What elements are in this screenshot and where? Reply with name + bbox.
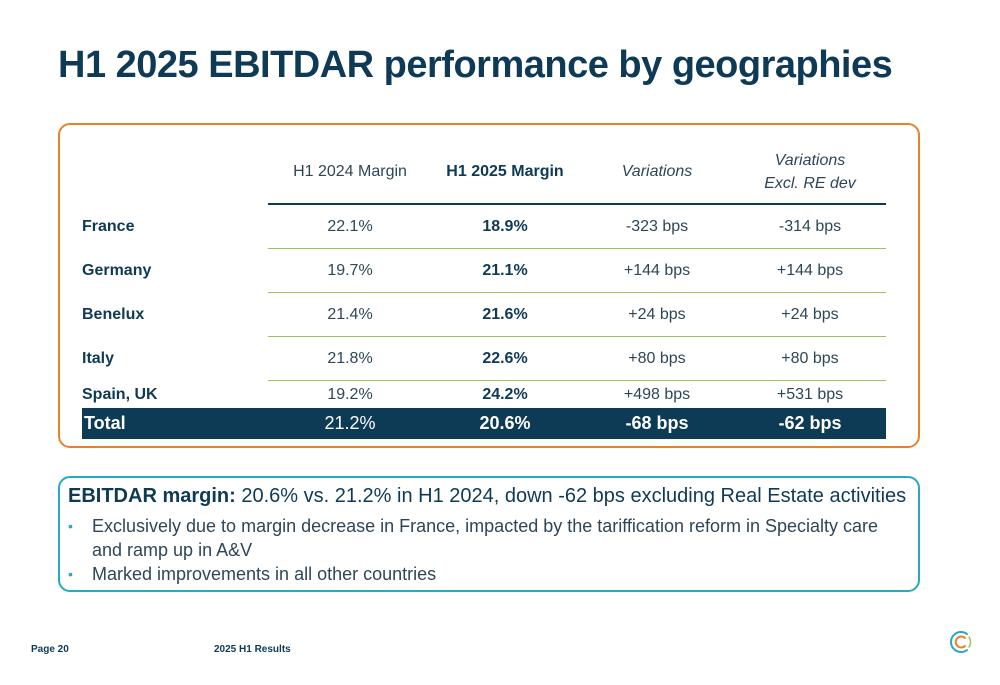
total-h1-2024: 21.2% (324, 413, 376, 433)
row-variation-excl: +531 bps (776, 386, 844, 403)
row-variation-excl: -314 bps (778, 218, 842, 235)
header-variations: Variations (621, 163, 693, 180)
row-variation: -323 bps (625, 218, 689, 235)
row-h1-2024: 19.2% (327, 386, 373, 403)
row-country: Benelux (82, 306, 145, 323)
table-row: Germany 19.7% 21.1% +144 bps +144 bps (82, 249, 886, 293)
header-h1-2024: H1 2024 Margin (293, 163, 407, 180)
row-country: France (82, 218, 135, 235)
summary-heading-bold: EBITDAR margin: (68, 485, 236, 507)
row-h1-2025: 21.1% (482, 262, 528, 279)
row-h1-2024: 21.8% (327, 350, 373, 367)
row-variation-excl: +144 bps (776, 262, 844, 279)
summary-frame (58, 476, 920, 592)
summary-bullet: • Marked improvements in all other count… (68, 562, 918, 586)
row-variation-excl: +24 bps (781, 306, 839, 323)
header-divider (268, 203, 886, 205)
row-h1-2024: 19.7% (327, 262, 373, 279)
row-separator (268, 292, 886, 293)
row-variation: +80 bps (628, 350, 686, 367)
row-separator (268, 380, 886, 381)
row-country: Germany (82, 262, 152, 279)
table-row: Italy 21.8% 22.6% +80 bps +80 bps (82, 337, 886, 381)
company-logo-icon (950, 631, 972, 653)
summary-bullet-text: Marked improvements in all other countri… (92, 564, 437, 584)
row-variation: +24 bps (628, 306, 686, 323)
total-row: Total 21.2% 20.6% -68 bps -62 bps (82, 408, 886, 439)
table-row: Benelux 21.4% 21.6% +24 bps +24 bps (82, 293, 886, 337)
page-title: H1 2025 EBITDAR performance by geographi… (58, 44, 893, 86)
bullet-dot-icon: • (68, 566, 73, 582)
summary-heading-text: 20.6% vs. 21.2% in H1 2024, down -62 bps… (235, 485, 907, 507)
row-separator (268, 336, 886, 337)
footer-page-number: Page 20 (31, 644, 69, 655)
footer-label: 2025 H1 Results (214, 644, 291, 655)
header-variations-excl-sub: Excl. RE dev (764, 175, 856, 192)
row-variation-excl: +80 bps (781, 350, 839, 367)
total-variation: -68 bps (625, 413, 689, 433)
row-h1-2024: 22.1% (327, 218, 373, 235)
margin-table-frame (58, 123, 920, 448)
summary-bullet: • Exclusively due to margin decrease in … (68, 514, 918, 562)
row-country: Spain, UK (82, 386, 158, 403)
row-h1-2024: 21.4% (327, 306, 373, 323)
bullet-dot-icon: • (68, 518, 73, 534)
table-row: France 22.1% 18.9% -323 bps -314 bps (82, 205, 886, 249)
header-variations-excl: Variations (774, 152, 846, 169)
row-h1-2025: 21.6% (482, 306, 528, 323)
row-separator (268, 248, 886, 249)
total-label: Total (84, 413, 126, 433)
row-h1-2025: 22.6% (482, 350, 528, 367)
row-variation: +498 bps (623, 386, 691, 403)
row-h1-2025: 18.9% (482, 218, 528, 235)
summary-heading: EBITDAR margin: 20.6% vs. 21.2% in H1 20… (68, 485, 906, 508)
row-variation: +144 bps (623, 262, 691, 279)
total-h1-2025: 20.6% (479, 413, 531, 433)
summary-bullet-text: Exclusively due to margin decrease in Fr… (92, 516, 879, 560)
total-variation-excl: -62 bps (778, 413, 842, 433)
table-row: Spain, UK 19.2% 24.2% +498 bps +531 bps (82, 381, 886, 409)
row-country: Italy (82, 350, 115, 367)
row-h1-2025: 24.2% (482, 386, 528, 403)
header-h1-2025: H1 2025 Margin (446, 163, 564, 180)
